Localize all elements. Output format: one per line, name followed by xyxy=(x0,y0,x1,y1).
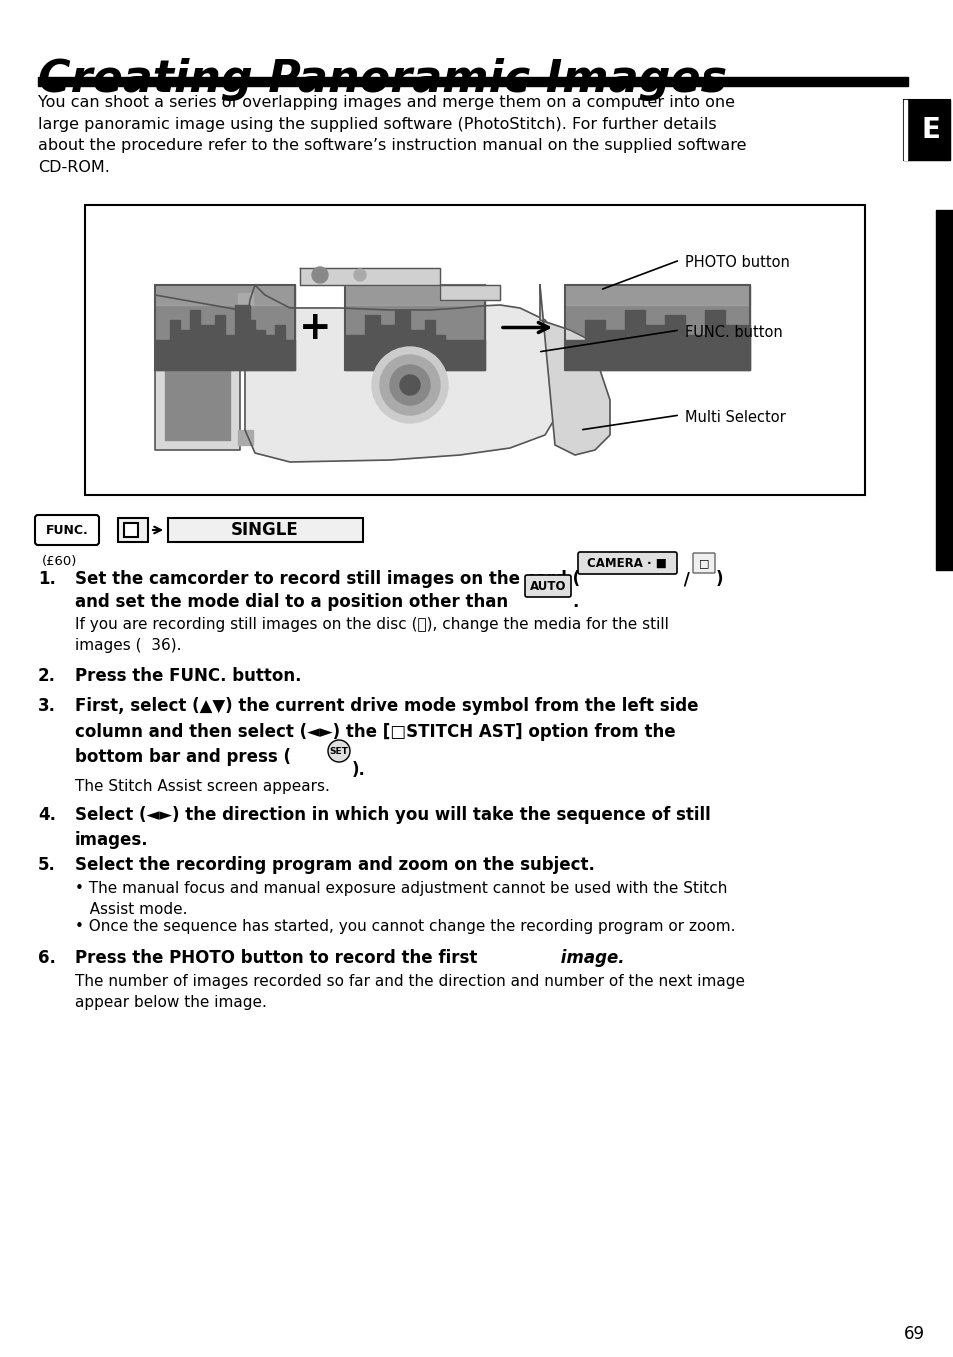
Bar xyxy=(124,522,138,537)
Text: (£60): (£60) xyxy=(42,555,77,569)
Circle shape xyxy=(399,375,419,395)
Bar xyxy=(237,430,253,445)
Text: 2.: 2. xyxy=(38,668,56,685)
FancyBboxPatch shape xyxy=(524,575,571,597)
Bar xyxy=(345,285,484,370)
Text: Set the camcorder to record still images on the card (: Set the camcorder to record still images… xyxy=(75,570,579,588)
Polygon shape xyxy=(165,305,230,440)
Bar xyxy=(154,285,294,305)
FancyBboxPatch shape xyxy=(578,552,677,574)
Bar xyxy=(118,518,148,541)
Text: Creating Panoramic Images: Creating Panoramic Images xyxy=(38,58,726,100)
Bar xyxy=(85,205,864,495)
Circle shape xyxy=(312,267,328,284)
Polygon shape xyxy=(299,267,439,285)
Polygon shape xyxy=(154,294,240,451)
Text: 1.: 1. xyxy=(38,570,56,588)
Text: □: □ xyxy=(698,558,708,569)
Circle shape xyxy=(390,365,430,404)
Text: image.: image. xyxy=(555,949,624,968)
Text: AUTO: AUTO xyxy=(529,579,566,593)
Text: SET: SET xyxy=(329,746,348,756)
Text: and set the mode dial to a position other than: and set the mode dial to a position othe… xyxy=(75,593,508,611)
Polygon shape xyxy=(439,285,499,300)
Text: Press the FUNC. button.: Press the FUNC. button. xyxy=(75,668,301,685)
FancyBboxPatch shape xyxy=(35,516,99,546)
Bar xyxy=(903,100,949,160)
Text: FUNC.: FUNC. xyxy=(46,524,89,536)
Bar xyxy=(564,285,749,305)
Text: Select (◄►) the direction in which you will take the sequence of still
images.: Select (◄►) the direction in which you w… xyxy=(75,806,710,849)
Text: Changing the FUNC. Settings: Changing the FUNC. Settings xyxy=(938,689,950,862)
Text: 6.: 6. xyxy=(38,949,56,968)
Text: The number of images recorded so far and the direction and number of the next im: The number of images recorded so far and… xyxy=(75,974,744,1010)
Bar xyxy=(935,210,953,570)
Text: 4.: 4. xyxy=(38,806,56,824)
Polygon shape xyxy=(564,309,749,370)
Text: ).: ). xyxy=(352,761,366,779)
Text: 5.: 5. xyxy=(38,856,56,874)
Bar xyxy=(168,518,363,541)
Text: /: / xyxy=(678,570,689,588)
Bar xyxy=(903,100,906,160)
Text: If you are recording still images on the disc (Ⓣ), change the media for the stil: If you are recording still images on the… xyxy=(75,617,668,653)
Text: Press the PHOTO button to record the first: Press the PHOTO button to record the fir… xyxy=(75,949,476,968)
Bar xyxy=(345,285,484,305)
Text: SINGLE: SINGLE xyxy=(231,521,298,539)
Circle shape xyxy=(354,269,366,281)
Bar xyxy=(345,285,484,370)
Polygon shape xyxy=(345,309,484,370)
Bar xyxy=(903,100,949,160)
Bar xyxy=(154,285,294,370)
Circle shape xyxy=(379,356,439,415)
Polygon shape xyxy=(539,285,609,455)
Text: First, select (▲▼) the current drive mode symbol from the left side
column and t: First, select (▲▼) the current drive mod… xyxy=(75,697,698,767)
Bar xyxy=(564,285,749,370)
FancyBboxPatch shape xyxy=(692,554,714,573)
Text: You can shoot a series of overlapping images and merge them on a computer into o: You can shoot a series of overlapping im… xyxy=(38,95,745,175)
Text: Multi Selector: Multi Selector xyxy=(684,410,785,425)
Text: Select the recording program and zoom on the subject.: Select the recording program and zoom on… xyxy=(75,856,595,874)
Text: E: E xyxy=(921,115,940,144)
Polygon shape xyxy=(245,285,569,461)
Circle shape xyxy=(328,740,350,763)
Text: +: + xyxy=(298,308,331,346)
Text: 69: 69 xyxy=(902,1324,923,1343)
Text: FUNC. button: FUNC. button xyxy=(684,324,781,341)
Bar xyxy=(154,285,294,370)
Text: • Once the sequence has started, you cannot change the recording program or zoom: • Once the sequence has started, you can… xyxy=(75,919,735,934)
Text: • The manual focus and manual exposure adjustment cannot be used with the Stitch: • The manual focus and manual exposure a… xyxy=(75,881,726,917)
Text: Advanced Features: Advanced Features xyxy=(938,579,950,707)
Polygon shape xyxy=(154,305,294,370)
Text: 3.: 3. xyxy=(38,697,56,715)
Bar xyxy=(564,285,749,370)
Bar xyxy=(38,77,907,85)
Text: The Stitch Assist screen appears.: The Stitch Assist screen appears. xyxy=(75,779,330,794)
Text: .: . xyxy=(572,593,578,611)
Bar xyxy=(237,293,253,305)
Circle shape xyxy=(372,347,448,423)
Text: PHOTO button: PHOTO button xyxy=(684,255,789,270)
Text: CAMERA · ■: CAMERA · ■ xyxy=(586,556,666,570)
Text: ): ) xyxy=(716,570,722,588)
